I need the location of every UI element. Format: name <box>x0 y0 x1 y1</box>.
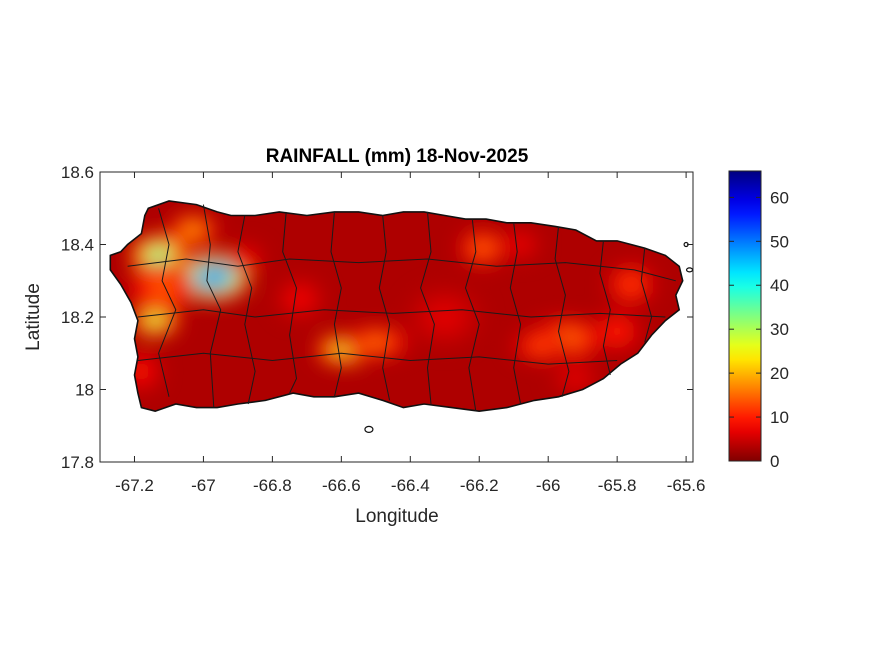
rain-cell <box>128 262 196 314</box>
municipality-border <box>137 352 618 365</box>
colorbar-frame <box>728 170 762 462</box>
y-tick-label: 18.6 <box>61 163 94 182</box>
municipality-border <box>599 240 611 376</box>
municipality-border <box>640 248 653 343</box>
colorbar-tick-label: 10 <box>770 408 789 427</box>
municipality-border <box>282 211 298 394</box>
colorbar <box>729 171 761 461</box>
municipality-borders <box>127 204 676 412</box>
municipality-border <box>420 211 435 405</box>
x-tick-label: -66.8 <box>253 476 292 495</box>
municipality-border <box>509 222 522 405</box>
rain-cell <box>342 327 410 358</box>
rain-cell <box>512 330 571 362</box>
x-tick-label: -66.6 <box>322 476 361 495</box>
x-tick-label: -66 <box>536 476 561 495</box>
x-tick-label: -67 <box>191 476 216 495</box>
colorbar-tick-label: 60 <box>770 188 789 207</box>
islet <box>685 267 693 273</box>
rain-cell <box>501 229 540 260</box>
municipality-border <box>158 208 177 397</box>
municipality-border <box>202 204 222 408</box>
municipality-border <box>330 211 342 397</box>
rainfall-layer <box>109 200 693 433</box>
y-tick-label: 17.8 <box>61 453 94 472</box>
municipality-border <box>127 258 676 282</box>
colorbar-tick-label: 20 <box>770 364 789 383</box>
rain-cell <box>406 286 484 348</box>
y-tick-label: 18.4 <box>61 236 94 255</box>
x-tick-label: -66.2 <box>460 476 499 495</box>
municipality-border <box>378 215 391 401</box>
rain-cell <box>606 264 656 305</box>
y-tick-label: 18 <box>75 381 94 400</box>
municipality-border <box>464 219 480 412</box>
x-tick-label: -66.4 <box>391 476 430 495</box>
colorbar-tick-label: 50 <box>770 232 789 251</box>
rain-cell <box>458 230 507 266</box>
x-axis-label: Longitude <box>355 506 438 527</box>
colorbar-tick-label: 40 <box>770 276 789 295</box>
rain-cell <box>275 278 325 320</box>
rain-cell <box>593 311 642 352</box>
y-tick-label: 18.2 <box>61 308 94 327</box>
rain-cell <box>177 254 250 300</box>
rain-cell <box>168 214 218 246</box>
colorbar-tick-label: 30 <box>770 320 789 339</box>
x-tick-label: -65.6 <box>667 476 706 495</box>
colorbar-tick-label: 0 <box>770 452 779 471</box>
x-tick-label: -65.8 <box>598 476 637 495</box>
islet <box>364 425 374 433</box>
map-title: RAINFALL (mm) 18-Nov-2025 <box>266 146 529 167</box>
municipality-border <box>237 215 256 405</box>
municipality-border <box>554 226 570 397</box>
island-coastline <box>109 200 684 413</box>
x-tick-label: -67.2 <box>115 476 154 495</box>
y-axis-label: Latitude <box>23 283 44 351</box>
municipality-border <box>137 309 666 318</box>
